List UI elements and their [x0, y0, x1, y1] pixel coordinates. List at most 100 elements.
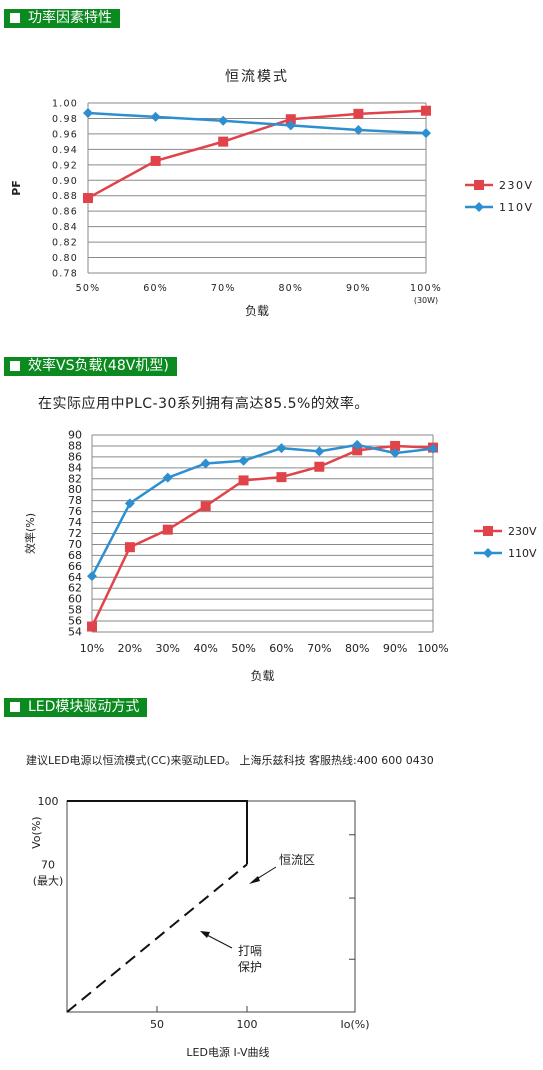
data-point-110V: [238, 455, 249, 466]
section-title: LED模块驱动方式: [28, 699, 140, 715]
x-tick-label: 70%: [211, 283, 236, 294]
chart-caption: LED电源 I-V曲线: [186, 1045, 269, 1059]
y-tick-note: (最大): [33, 873, 64, 887]
data-point-110V: [314, 446, 325, 457]
data-point-230V: [421, 105, 431, 116]
series-line-110V: [87, 111, 427, 135]
y-tick-label: 0.80: [52, 253, 78, 264]
chart-title: 恒流模式: [225, 69, 289, 85]
y-tick-label: 0.88: [52, 191, 78, 202]
constant-current-curve: [67, 800, 248, 865]
hiccup-protection-curve: [66, 863, 248, 1013]
data-point-110V: [218, 115, 229, 126]
y-tick-label: 58: [68, 604, 82, 617]
data-point-110V: [390, 448, 401, 459]
legend-marker: [474, 202, 484, 212]
plot-frame: [66, 800, 356, 1013]
x-tick-label: 30%: [156, 642, 180, 655]
data-point-230V: [83, 193, 93, 204]
x-tick-label: 70%: [307, 642, 331, 655]
y-tick-label: 54: [68, 626, 82, 639]
x-tick-note: (30W): [414, 296, 438, 305]
data-point-230V: [150, 155, 161, 166]
section-header-power-factor: 功率因素特性: [4, 9, 120, 28]
legend-marker: [483, 548, 493, 558]
data-point-230V: [124, 542, 135, 553]
x-tick-label: 40%: [193, 642, 217, 655]
x-axis-label: 负载: [245, 304, 269, 318]
y-tick-label: 100: [38, 795, 59, 808]
data-point-110V: [352, 439, 363, 450]
data-point-230V: [218, 136, 229, 147]
y-tick-label: 76: [68, 505, 82, 518]
y-tick-label: 0.86: [52, 207, 78, 218]
x-axis-label: Io(%): [340, 1018, 369, 1031]
annotation-leader: [204, 933, 233, 949]
drive-mode-note: 建议LED电源以恒流模式(CC)来驱动LED。 上海乐兹科技 客服热线:400 …: [26, 754, 434, 767]
data-point-230V: [276, 472, 287, 483]
data-point-110V: [87, 571, 97, 582]
x-tick-label: 50: [150, 1018, 164, 1031]
y-tick-label: 62: [68, 582, 82, 595]
y-tick-label: 0.94: [52, 145, 78, 156]
arrow-head-icon: [200, 931, 210, 938]
x-tick-label: 80%: [345, 642, 369, 655]
y-tick-label: 0.90: [52, 176, 78, 187]
y-tick-label: 0.84: [52, 222, 78, 233]
y-tick-label: 70: [68, 538, 82, 551]
cc-region-label: 恒流区: [279, 853, 315, 867]
efficiency-intro-text: 在实际应用中PLC-30系列拥有高达85.5%的效率。: [38, 396, 369, 412]
y-tick-label: 1.00: [52, 99, 78, 110]
y-tick-label: 86: [68, 450, 82, 463]
y-tick-label: 0.82: [52, 238, 78, 249]
x-tick-label: 20%: [118, 642, 142, 655]
y-tick-label: 84: [68, 461, 82, 474]
data-point-110V: [276, 443, 287, 454]
data-point-230V: [353, 108, 364, 119]
x-tick-label: 80%: [278, 283, 303, 294]
x-tick-label: 100%: [417, 642, 448, 655]
data-point-230V: [390, 440, 401, 451]
data-point-230V: [314, 461, 325, 472]
y-tick-label: 0.78: [52, 269, 78, 280]
y-tick-label: 78: [68, 494, 82, 507]
legend-label: 110V: [508, 547, 537, 560]
data-point-230V: [162, 524, 173, 535]
data-point-230V: [285, 114, 296, 125]
data-point-230V: [352, 445, 363, 456]
y-axis-label: 效率(%): [23, 513, 37, 554]
y-tick-label: 72: [68, 527, 82, 540]
square-bullet-icon: [10, 702, 20, 712]
y-tick-label: 0.92: [52, 160, 78, 171]
section-header-efficiency: 效率VS负载(48V机型): [4, 357, 177, 376]
y-tick-label: 88: [68, 439, 82, 452]
x-tick-label: 60%: [143, 283, 168, 294]
y-tick-label: 60: [68, 593, 82, 606]
y-tick-label: 80: [68, 483, 82, 496]
x-tick-label: 50%: [76, 283, 101, 294]
y-axis-label: Vo(%): [30, 816, 43, 848]
x-axis-label: 负载: [250, 669, 274, 683]
x-tick-label: 100: [237, 1018, 258, 1031]
data-point-110V: [124, 498, 135, 509]
legend-label: 230V: [508, 525, 537, 538]
data-point-110V: [83, 108, 93, 119]
y-axis-label: PF: [10, 180, 23, 196]
y-tick-label: 70: [41, 858, 55, 871]
arrow-head-icon: [249, 876, 260, 884]
series-line-230V: [87, 109, 427, 200]
x-tick-label: 90%: [346, 283, 371, 294]
data-point-110V: [285, 120, 296, 131]
y-tick-label: 56: [68, 615, 82, 628]
y-tick-label: 66: [68, 560, 82, 573]
data-point-230V: [200, 501, 211, 512]
legend-label: 230V: [499, 179, 534, 192]
y-tick-label: 90: [68, 429, 82, 442]
square-bullet-icon: [10, 13, 20, 23]
y-tick-label: 74: [68, 516, 82, 529]
x-tick-label: 100%: [410, 283, 442, 294]
y-tick-label: 0.98: [52, 114, 78, 125]
y-tick-label: 64: [68, 571, 82, 584]
